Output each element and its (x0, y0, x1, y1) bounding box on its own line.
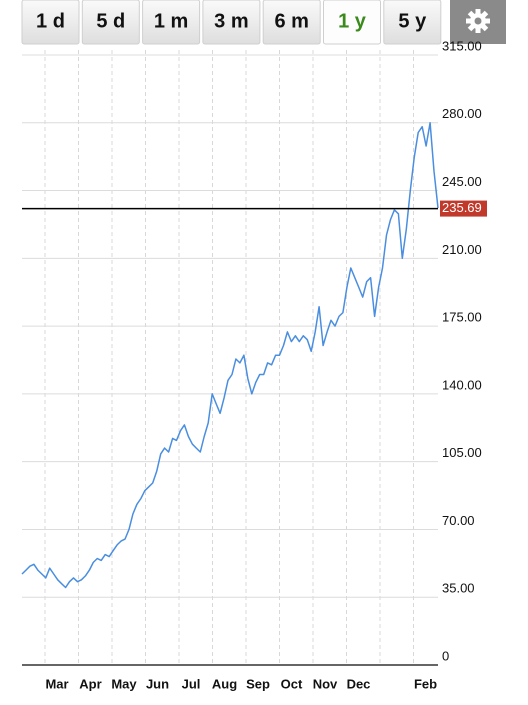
range-button[interactable] (323, 0, 381, 45)
x-tick-label: Dec (347, 676, 371, 691)
x-tick-label: Jun (146, 676, 169, 691)
y-tick-label: 70.00 (442, 513, 475, 528)
x-tick-label: Jul (182, 676, 201, 691)
price-line (21, 122, 439, 589)
settings-button[interactable] (450, 0, 506, 44)
range-button[interactable] (142, 0, 201, 45)
range-button[interactable] (81, 0, 140, 45)
y-tick-label: 0 (442, 648, 449, 663)
range-button-label[interactable]: 5 d (96, 10, 125, 32)
x-tick-label: Sep (246, 676, 270, 691)
x-tick-label: Aug (212, 676, 237, 691)
last-price-box (440, 200, 487, 217)
range-button[interactable] (202, 0, 261, 45)
x-tick-label: Apr (79, 676, 101, 691)
y-tick-label: 140.00 (442, 377, 482, 392)
x-tick-label: Feb (414, 676, 437, 691)
x-tick-label: Mar (45, 676, 68, 691)
y-tick-label: 210.00 (442, 242, 482, 257)
range-button[interactable] (262, 0, 321, 45)
x-tick-label: Oct (281, 676, 303, 691)
y-tick-label: 175.00 (442, 310, 482, 325)
range-button[interactable] (21, 0, 80, 45)
y-tick-label: 35.00 (442, 581, 475, 596)
y-tick-label: 245.00 (442, 174, 482, 189)
range-button-label[interactable]: 1 m (154, 10, 188, 32)
range-button-label[interactable]: 1 y (338, 10, 367, 32)
x-tick-label: Nov (313, 676, 338, 691)
y-tick-label: 105.00 (442, 445, 482, 460)
range-button-label[interactable]: 5 y (398, 10, 427, 32)
range-buttons: 1 d 5 d 1 m 3 m 6 m 1 y 5 y (21, 0, 442, 45)
x-tick-label: May (111, 676, 137, 691)
range-button-label[interactable]: 3 m (214, 10, 248, 32)
range-button-label[interactable]: 1 d (36, 10, 65, 32)
gear-icon[interactable] (466, 9, 490, 33)
last-price-label: 235.69 (442, 200, 482, 215)
y-tick-label: 280.00 (442, 106, 482, 121)
y-tick-label: 315.00 (442, 38, 482, 53)
range-button-label[interactable]: 6 m (274, 10, 308, 32)
range-button[interactable] (383, 0, 442, 45)
